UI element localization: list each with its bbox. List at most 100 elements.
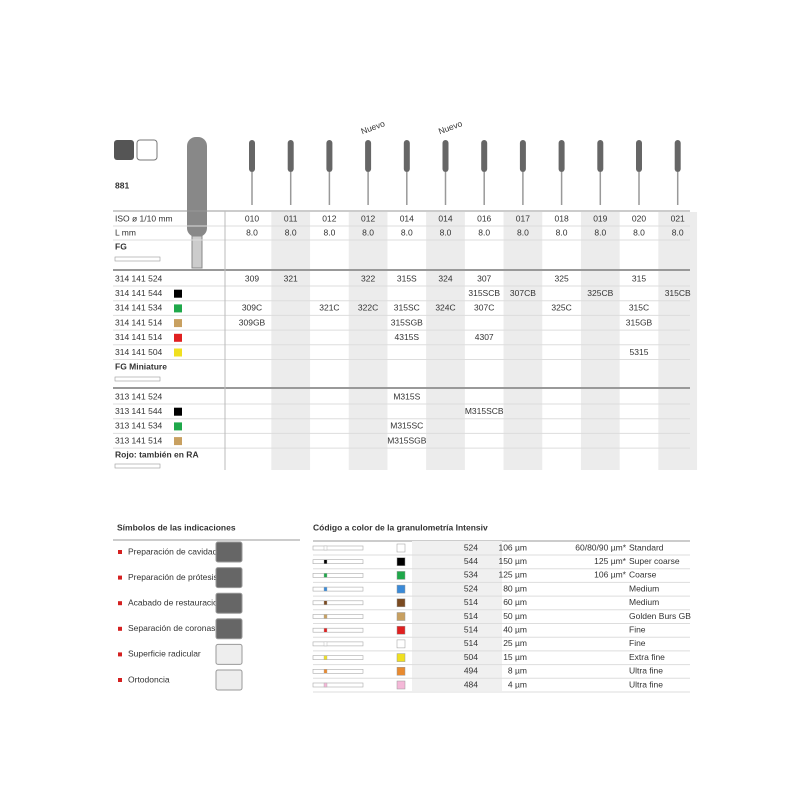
cell: 4307 — [475, 332, 494, 342]
grit-alt: 125 µm* — [594, 556, 627, 566]
grit-size: 4 µm — [508, 679, 527, 689]
reference: 313 141 544 — [115, 406, 163, 416]
cell: 322 — [361, 273, 375, 283]
row-label: L mm — [115, 227, 136, 237]
cell: 315SC — [394, 303, 420, 313]
grit-code: 504 — [464, 652, 478, 662]
color-swatch — [396, 584, 406, 594]
grit-name: Fine — [629, 624, 646, 634]
color-swatch — [396, 667, 406, 676]
grit-name: Standard — [629, 542, 664, 552]
cell: 325CB — [587, 288, 613, 298]
grit-size: 150 µm — [498, 556, 527, 566]
column-bur — [481, 140, 488, 172]
icon — [114, 140, 134, 160]
iso-value: 010 — [245, 213, 259, 223]
grit-code: 494 — [464, 666, 478, 676]
column-bur — [365, 140, 372, 172]
grit-code: 534 — [464, 570, 478, 580]
bur-ring — [323, 655, 328, 660]
reference: 313 141 524 — [115, 391, 163, 401]
length-value: 8.0 — [362, 227, 374, 237]
shank-drawing — [114, 376, 161, 382]
cell: 4315S — [395, 332, 420, 342]
indication: Acabado de restauraciones — [128, 597, 232, 607]
grit-code: 514 — [464, 638, 478, 648]
bur-image — [187, 137, 207, 237]
grit-code: 524 — [464, 583, 478, 593]
bur-drawing — [312, 682, 364, 688]
indication: Separación de coronas — [128, 623, 215, 633]
color-swatch — [396, 557, 406, 566]
indication: Preparación de cavidades — [128, 546, 226, 556]
iso-value: 014 — [438, 213, 452, 223]
indication-icon — [215, 618, 243, 640]
reference: 314 141 544 — [115, 288, 163, 298]
bur-shank — [191, 235, 203, 269]
color-swatch — [174, 319, 182, 328]
cell: 309 — [245, 273, 259, 283]
color-swatch — [396, 598, 406, 608]
cell: 315C — [629, 303, 649, 313]
cell: 315SGB — [391, 317, 423, 327]
iso-value: 012 — [322, 213, 336, 223]
length-value: 8.0 — [285, 227, 297, 237]
length-value: 8.0 — [401, 227, 413, 237]
icon — [136, 139, 158, 161]
grit-alt: 60/80/90 µm* — [575, 542, 626, 552]
indication: Preparación de prótesis — [128, 572, 218, 582]
grit-size: 40 µm — [503, 624, 527, 634]
column-shade — [426, 212, 465, 470]
bur-drawing — [312, 545, 364, 551]
cell: 307CB — [510, 288, 536, 298]
column-shade — [503, 212, 543, 470]
column-bur — [326, 140, 333, 172]
length-value: 8.0 — [633, 227, 645, 237]
cell: 322C — [358, 303, 378, 313]
grit-name: Extra fine — [629, 652, 665, 662]
grit-size: 60 µm — [503, 597, 527, 607]
bullet — [118, 678, 122, 682]
product-code: 881 — [115, 180, 129, 190]
section-title: Símbolos de las indicaciones — [117, 522, 236, 532]
cell: 307 — [477, 273, 491, 283]
cell: M315SCB — [465, 406, 504, 416]
grit-size: 50 µm — [503, 611, 527, 621]
cell: 309C — [242, 303, 262, 313]
color-swatch — [396, 680, 406, 690]
cell: M315SC — [390, 421, 423, 431]
length-value: 8.0 — [556, 227, 568, 237]
bur-drawing — [312, 586, 364, 592]
column-shade — [658, 212, 698, 470]
column-shade — [348, 212, 388, 470]
iso-value: 017 — [516, 213, 530, 223]
bullet — [118, 575, 122, 580]
grit-size: 80 µm — [503, 583, 527, 593]
iso-value: 019 — [593, 213, 607, 223]
length-value: 8.0 — [517, 227, 529, 237]
length-value: 8.0 — [672, 227, 684, 237]
length-value: 8.0 — [440, 227, 452, 237]
reference: 314 141 514 — [115, 332, 163, 342]
column-bur — [519, 140, 526, 172]
color-swatch — [396, 612, 406, 621]
cell: 315 — [632, 273, 646, 283]
bur-ring — [323, 559, 328, 564]
grit-size: 15 µm — [503, 652, 527, 662]
column-bur — [403, 140, 410, 172]
bur-ring — [323, 600, 328, 605]
iso-value: 021 — [671, 213, 685, 223]
column-bur — [597, 140, 604, 172]
color-swatch — [396, 625, 406, 635]
cell: M315SGB — [387, 435, 427, 445]
length-value: 8.0 — [594, 227, 606, 237]
reference: 313 141 514 — [115, 435, 163, 445]
indication-icon — [215, 592, 243, 614]
color-swatch — [174, 333, 182, 342]
cell: 315CB — [665, 288, 691, 298]
cell: 325 — [555, 273, 569, 283]
grit-code: 524 — [464, 542, 478, 552]
cell: 315SCB — [468, 288, 500, 298]
cell: 315GB — [626, 317, 653, 327]
